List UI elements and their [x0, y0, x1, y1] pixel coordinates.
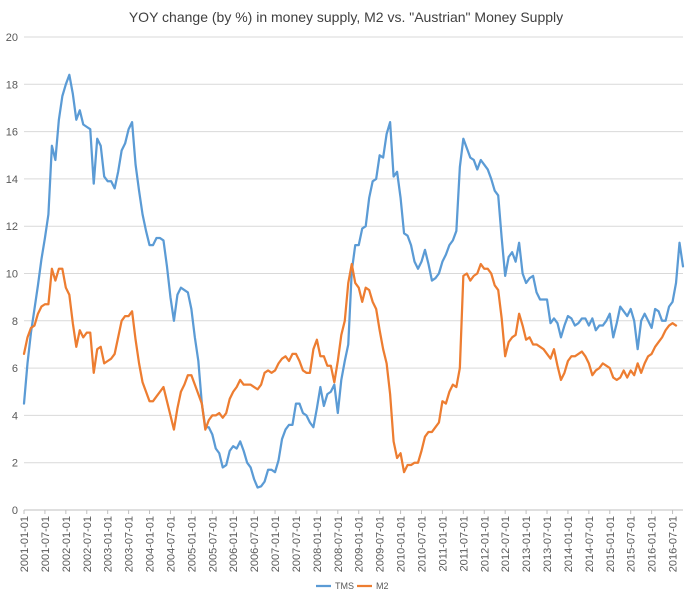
x-tick-label: 2013-07-01	[542, 516, 554, 572]
series-lines	[22, 73, 685, 489]
chart-title: YOY change (by %) in money supply, M2 vs…	[129, 9, 563, 25]
y-tick-label: 2	[12, 458, 18, 470]
x-tick-label: 2009-07-01	[375, 516, 387, 572]
y-tick-label: 20	[6, 32, 18, 44]
y-tick-label: 6	[12, 363, 18, 375]
x-tick-label: 2006-07-01	[249, 516, 261, 572]
y-tick-label: 16	[6, 127, 18, 139]
x-tick-label: 2012-01-01	[479, 516, 491, 572]
x-axis-tick-labels: 2001-01-01 2001-07-01 2002-01-01 2002-07-01…	[19, 510, 680, 572]
legend-label-m2: M2	[376, 581, 389, 591]
y-tick-label: 8	[12, 316, 18, 328]
y-axis-tick-labels: 0 2 4 6 8 10 12 14 16 18 20	[6, 32, 18, 517]
y-tick-label: 10	[6, 269, 18, 281]
x-tick-label: 2008-01-01	[312, 516, 324, 572]
x-tick-label: 2004-01-01	[145, 516, 157, 572]
x-tick-label: 2011-01-01	[437, 516, 449, 571]
y-tick-label: 14	[6, 174, 18, 186]
y-tick-label: 18	[6, 79, 18, 91]
x-tick-label: 2012-07-01	[500, 516, 512, 572]
x-tick-label: 2001-07-01	[40, 516, 52, 572]
x-tick-label: 2010-01-01	[396, 516, 408, 572]
x-tick-label: 2008-07-01	[333, 516, 345, 572]
x-tick-label: 2013-01-01	[521, 516, 533, 572]
x-tick-label: 2007-07-01	[291, 516, 303, 572]
x-tick-label: 2009-01-01	[354, 516, 366, 572]
legend: TMS M2	[316, 581, 389, 591]
x-tick-label: 2004-07-01	[165, 516, 177, 572]
x-tick-label: 2005-07-01	[207, 516, 219, 572]
series-line-tms	[22, 73, 685, 489]
series-line-m2	[22, 262, 678, 474]
x-tick-label: 2015-01-01	[605, 516, 617, 572]
x-tick-label: 2015-07-01	[626, 516, 638, 572]
x-tick-label: 2010-07-01	[416, 516, 428, 572]
y-tick-label: 4	[12, 410, 18, 422]
x-tick-label: 2002-07-01	[82, 516, 94, 572]
legend-label-tms: TMS	[335, 581, 354, 591]
x-tick-label: 2014-01-01	[563, 516, 575, 572]
x-tick-label: 2003-07-01	[124, 516, 136, 572]
x-tick-label: 2011-07-01	[458, 516, 470, 571]
y-tick-label: 0	[12, 505, 18, 517]
x-tick-label: 2001-01-01	[19, 516, 31, 572]
x-tick-label: 2002-01-01	[61, 516, 73, 572]
x-tick-label: 2016-07-01	[668, 516, 680, 572]
y-tick-label: 12	[6, 221, 18, 233]
x-tick-label: 2006-01-01	[228, 516, 240, 572]
x-tick-label: 2007-01-01	[270, 516, 282, 572]
x-tick-label: 2014-07-01	[584, 516, 596, 572]
x-tick-label: 2016-01-01	[647, 516, 659, 572]
x-tick-label: 2005-01-01	[186, 516, 198, 572]
x-tick-label: 2003-01-01	[103, 516, 115, 572]
